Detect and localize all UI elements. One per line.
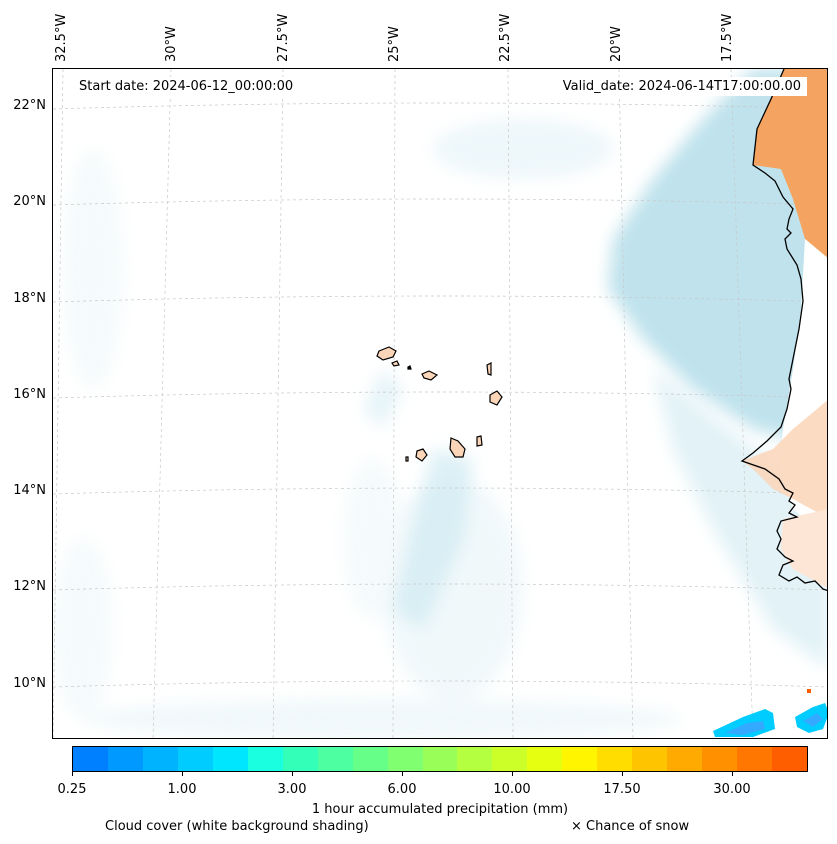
colorbar-segment bbox=[562, 747, 598, 771]
cape-verde-islands bbox=[376, 346, 503, 462]
island-brava bbox=[405, 456, 409, 462]
island-sao-vicente bbox=[391, 360, 400, 367]
lon-label-20w: 20°W bbox=[609, 26, 624, 62]
colorbar-segment bbox=[387, 747, 423, 771]
lat-label-22n: 22°N bbox=[13, 98, 46, 113]
lat-label-12n: 12°N bbox=[13, 579, 46, 594]
colorbar-segment bbox=[73, 747, 108, 771]
island-boa-vista bbox=[489, 390, 503, 406]
lat-label-16n: 16°N bbox=[13, 387, 46, 402]
colorbar-segment bbox=[422, 747, 458, 771]
precipitation-area bbox=[713, 689, 827, 737]
colorbar-tick-label: 0.25 bbox=[57, 782, 87, 797]
island-sao-nicolau bbox=[421, 370, 439, 381]
lon-label-32-5w: 32.5°W bbox=[54, 13, 69, 62]
lat-label-14n: 14°N bbox=[13, 483, 46, 498]
colorbar-tick-label: 30.00 bbox=[713, 782, 751, 797]
start-date-label: Start date: 2024-06-12_00:00:00 bbox=[73, 77, 300, 96]
lon-label-25w: 25°W bbox=[387, 26, 402, 62]
colorbar-tick-label: 17.50 bbox=[603, 782, 641, 797]
colorbar-segment bbox=[492, 747, 528, 771]
colorbar-segment bbox=[632, 747, 668, 771]
lat-label-18n: 18°N bbox=[13, 291, 46, 306]
island-sal bbox=[486, 362, 492, 376]
lon-label-17-5w: 17.5°W bbox=[720, 13, 735, 62]
colorbar-tick bbox=[292, 772, 293, 776]
colorbar-segment bbox=[527, 747, 563, 771]
valid-date-label: Valid_date: 2024-06-14T17:00:00.00 bbox=[556, 77, 807, 96]
lon-label-22-5w: 22.5°W bbox=[498, 13, 513, 62]
cloud-cover-legend: Cloud cover (white background shading) bbox=[105, 819, 369, 834]
colorbar-tick bbox=[622, 772, 623, 776]
colorbar-segment bbox=[177, 747, 213, 771]
island-maio bbox=[476, 435, 483, 447]
map-canvas bbox=[53, 69, 827, 738]
lat-label-10n: 10°N bbox=[13, 676, 46, 691]
island-fogo bbox=[415, 448, 428, 462]
colorbar-title: 1 hour accumulated precipitation (mm) bbox=[311, 802, 569, 817]
colorbar-tick bbox=[72, 772, 73, 776]
colorbar-segment bbox=[107, 747, 143, 771]
island-santo-antao bbox=[376, 346, 397, 361]
snow-legend: × Chance of snow bbox=[571, 819, 690, 834]
africa-landmass bbox=[742, 69, 827, 588]
graticule bbox=[53, 69, 827, 738]
colorbar-tick-label: 10.00 bbox=[493, 782, 531, 797]
colorbar-segment bbox=[212, 747, 248, 771]
island-santiago bbox=[449, 437, 466, 458]
map-panel[interactable]: Start date: 2024-06-12_00:00:00 Valid_da… bbox=[52, 68, 828, 739]
colorbar-segment bbox=[352, 747, 388, 771]
lon-label-30w: 30°W bbox=[164, 26, 179, 62]
colorbar-tick bbox=[402, 772, 403, 776]
colorbar-segment bbox=[247, 747, 283, 771]
lon-label-27-5w: 27.5°W bbox=[276, 13, 291, 62]
colorbar-tick-label: 3.00 bbox=[277, 782, 307, 797]
cloud-cover-haze bbox=[53, 119, 683, 738]
colorbar-tick-label: 1.00 bbox=[167, 782, 197, 797]
colorbar-segment bbox=[317, 747, 353, 771]
colorbar-segment bbox=[597, 747, 633, 771]
colorbar-segment bbox=[772, 747, 808, 771]
colorbar-segment bbox=[282, 747, 318, 771]
coastline bbox=[740, 69, 827, 592]
colorbar-tick-label: 6.00 bbox=[387, 782, 417, 797]
colorbar-tick bbox=[182, 772, 183, 776]
colorbar-segment bbox=[737, 747, 773, 771]
precipitation-colorbar bbox=[72, 746, 808, 772]
colorbar-segment bbox=[667, 747, 703, 771]
colorbar-segment bbox=[702, 747, 738, 771]
colorbar-segment bbox=[142, 747, 178, 771]
colorbar-tick bbox=[512, 772, 513, 776]
lat-label-20n: 20°N bbox=[13, 194, 46, 209]
colorbar-segment bbox=[457, 747, 493, 771]
colorbar-tick bbox=[732, 772, 733, 776]
